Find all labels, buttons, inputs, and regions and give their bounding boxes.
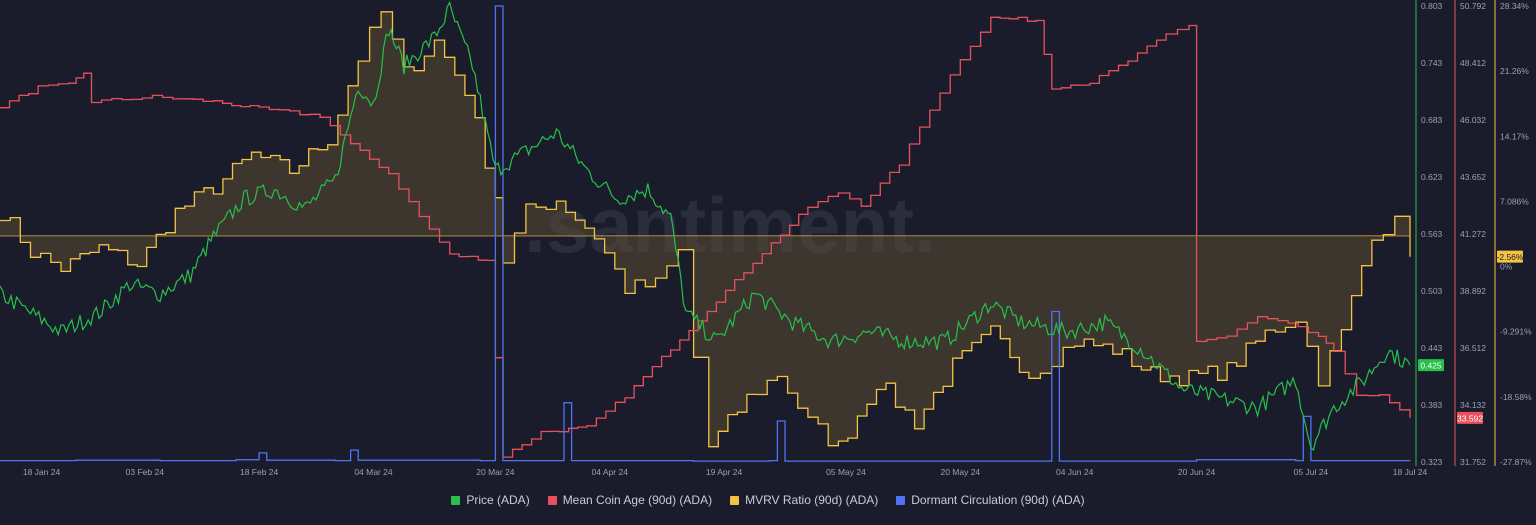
legend-item-dormant-circulation[interactable]: Dormant Circulation (90d) (ADA) xyxy=(896,493,1085,507)
x-tick-label: 03 Feb 24 xyxy=(126,467,165,477)
legend-label-dormant-circulation: Dormant Circulation (90d) (ADA) xyxy=(911,493,1085,507)
mean-coin-age-axis-tick-label: 38.892 xyxy=(1460,286,1486,296)
price-axis-tick-label: 0.443 xyxy=(1421,343,1443,353)
mean-coin-age-current-badge-bg xyxy=(1457,411,1483,424)
mean-coin-age-axis-tick-label: 34.132 xyxy=(1460,400,1486,410)
mvrv-axis-tick-label: -18.58% xyxy=(1500,392,1532,402)
x-tick-label: 05 Jul 24 xyxy=(1294,467,1329,477)
x-tick-label: 18 Feb 24 xyxy=(240,467,279,477)
mean-coin-age-current-badge: 33.592 xyxy=(1457,413,1483,423)
legend-item-price[interactable]: Price (ADA) xyxy=(451,493,530,507)
x-tick-label: 04 Jun 24 xyxy=(1056,467,1094,477)
mvrv-current-badge-bg xyxy=(1497,250,1523,263)
mean-coin-age-axis-tick-label: 50.792 xyxy=(1460,1,1486,11)
mvrv-axis-tick-label: 28.34% xyxy=(1500,1,1529,11)
price-axis-tick-label: 0.323 xyxy=(1421,457,1443,467)
price-axis-tick-label: 0.803 xyxy=(1421,1,1443,11)
mean-coin-age-axis-tick-label: 46.032 xyxy=(1460,115,1486,125)
price-axis-tick-label: 0.563 xyxy=(1421,229,1443,239)
mvrv-axis-tick-label: 14.17% xyxy=(1500,131,1529,141)
x-tick-label: 18 Jul 24 xyxy=(1393,467,1428,477)
chart-legend: Price (ADA) Mean Coin Age (90d) (ADA) MV… xyxy=(0,490,1536,510)
price-current-badge: 0.425 xyxy=(1420,361,1442,371)
x-tick-label: 04 Mar 24 xyxy=(354,467,393,477)
price-axis-tick-label: 0.743 xyxy=(1421,58,1443,68)
mean-coin-age-axis-tick-label: 41.272 xyxy=(1460,229,1486,239)
legend-swatch-mvrv xyxy=(730,495,740,505)
mean-coin-age-axis-tick-label: 43.652 xyxy=(1460,172,1486,182)
legend-swatch-price xyxy=(451,495,461,505)
mean-coin-age-axis-tick-label: 31.752 xyxy=(1460,457,1486,467)
x-tick-label: 19 Apr 24 xyxy=(706,467,743,477)
mvrv-area xyxy=(0,11,1410,447)
x-tick-label: 05 May 24 xyxy=(826,467,866,477)
mvrv-axis-tick-label: -27.87% xyxy=(1500,457,1532,467)
mvrv-axis-tick-label: 0% xyxy=(1500,262,1513,272)
price-axis-tick-label: 0.623 xyxy=(1421,172,1443,182)
legend-label-price: Price (ADA) xyxy=(466,493,530,507)
legend-label-mean-coin-age: Mean Coin Age (90d) (ADA) xyxy=(562,493,713,507)
price-current-badge-bg xyxy=(1418,359,1444,372)
legend-item-mean-coin-age[interactable]: Mean Coin Age (90d) (ADA) xyxy=(547,493,713,507)
mvrv-axis-tick-label: -9.291% xyxy=(1500,327,1532,337)
price-axis-tick-label: 0.383 xyxy=(1421,400,1443,410)
legend-swatch-mean-coin-age xyxy=(547,495,557,505)
mvrv-axis-tick-label: 21.26% xyxy=(1500,66,1529,76)
dormant-circulation-line xyxy=(0,5,1411,462)
mvrv-axis-tick-label: 7.086% xyxy=(1500,196,1529,206)
x-tick-label: 04 Apr 24 xyxy=(592,467,629,477)
legend-swatch-dormant-circulation xyxy=(896,495,906,505)
price-axis-tick-label: 0.683 xyxy=(1421,115,1443,125)
legend-label-mvrv: MVRV Ratio (90d) (ADA) xyxy=(745,493,879,507)
x-tick-label: 20 May 24 xyxy=(940,467,980,477)
price-line xyxy=(0,0,1411,452)
mean-coin-age-axis-tick-label: 36.512 xyxy=(1460,343,1486,353)
mean-coin-age-axis-tick-label: 48.412 xyxy=(1460,58,1486,68)
legend-item-mvrv[interactable]: MVRV Ratio (90d) (ADA) xyxy=(730,493,878,507)
x-tick-label: 20 Mar 24 xyxy=(476,467,515,477)
mvrv-current-badge: -2.56% xyxy=(1497,252,1524,262)
x-tick-label: 20 Jun 24 xyxy=(1178,467,1216,477)
price-axis-tick-label: 0.503 xyxy=(1421,286,1443,296)
x-tick-label: 18 Jan 24 xyxy=(23,467,61,477)
